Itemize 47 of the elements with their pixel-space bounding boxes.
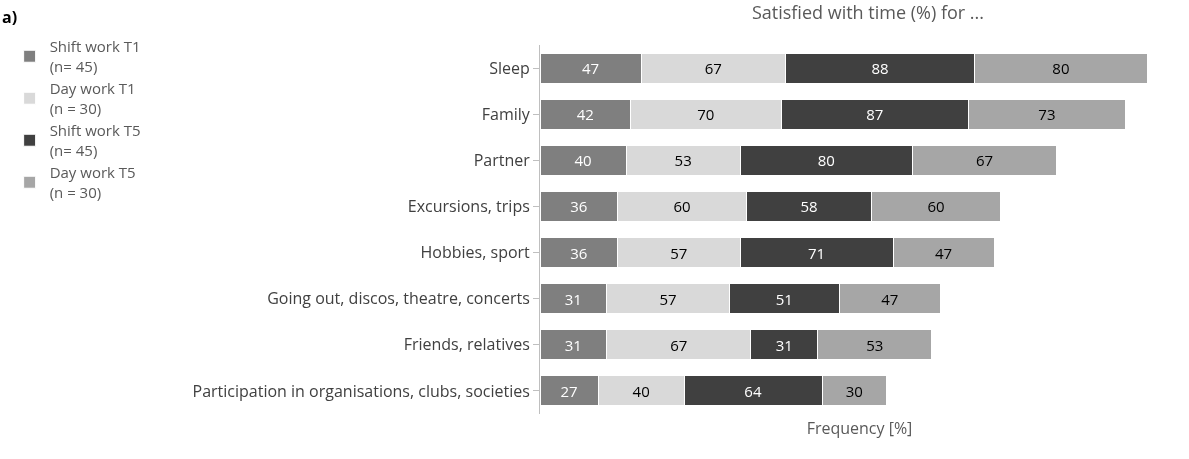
data-label: 36 (570, 242, 588, 263)
data-label: 36 (570, 196, 588, 217)
y-tick-label: Participation in organisations, clubs, societies (192, 379, 530, 402)
y-tick-label: Hobbies, sport (420, 241, 531, 264)
data-label: 64 (744, 380, 762, 401)
y-tick-label: Going out, discos, theatre, concerts (267, 287, 530, 310)
data-label: 80 (1052, 58, 1070, 79)
data-label: 57 (670, 242, 688, 263)
y-tick-label: Friends, relatives (403, 333, 530, 356)
data-label: 27 (560, 380, 578, 401)
data-label: 53 (866, 334, 884, 355)
data-label: 80 (817, 150, 835, 171)
y-tick-label: Family (481, 102, 531, 125)
y-tick-label: Partner (473, 148, 531, 171)
data-label: 73 (1038, 104, 1056, 125)
data-label: 67 (704, 58, 722, 79)
data-label: 67 (975, 150, 994, 171)
data-label: 71 (808, 242, 826, 263)
data-label: 60 (927, 196, 945, 217)
data-label: 40 (574, 150, 592, 171)
data-label: 47 (935, 242, 953, 263)
x-axis-title: Frequency [%] (806, 416, 913, 439)
data-label: 57 (659, 288, 677, 309)
data-label: 53 (674, 150, 692, 171)
data-label: 70 (697, 104, 715, 125)
text: a) (2, 6, 18, 28)
legend-label: Day work T5 (n = 30) (49, 162, 136, 202)
data-label: 88 (871, 58, 889, 79)
data-label: 47 (582, 58, 600, 79)
data-label: 42 (576, 104, 594, 125)
legend-label: Day work T1 (n = 30) (49, 78, 136, 118)
data-label: 30 (845, 380, 863, 401)
data-label: 60 (673, 196, 691, 217)
data-label: 67 (670, 334, 688, 355)
data-label: 40 (632, 380, 650, 401)
data-label: 31 (564, 288, 582, 309)
data-label: 47 (881, 288, 899, 309)
data-label: 87 (866, 104, 884, 125)
legend-label: Shift work T1 (n= 45) (49, 36, 141, 76)
data-label: 31 (775, 334, 793, 355)
legend-label: Shift work T5 (n= 45) (49, 120, 141, 160)
data-label: 31 (564, 334, 582, 355)
data-label: 58 (800, 196, 818, 217)
y-tick-label: Sleep (489, 56, 530, 79)
data-label: 51 (775, 288, 793, 309)
chart-title: Satisfied with time (%) for ... (751, 0, 985, 25)
y-tick-label: Excursions, trips (407, 195, 530, 218)
